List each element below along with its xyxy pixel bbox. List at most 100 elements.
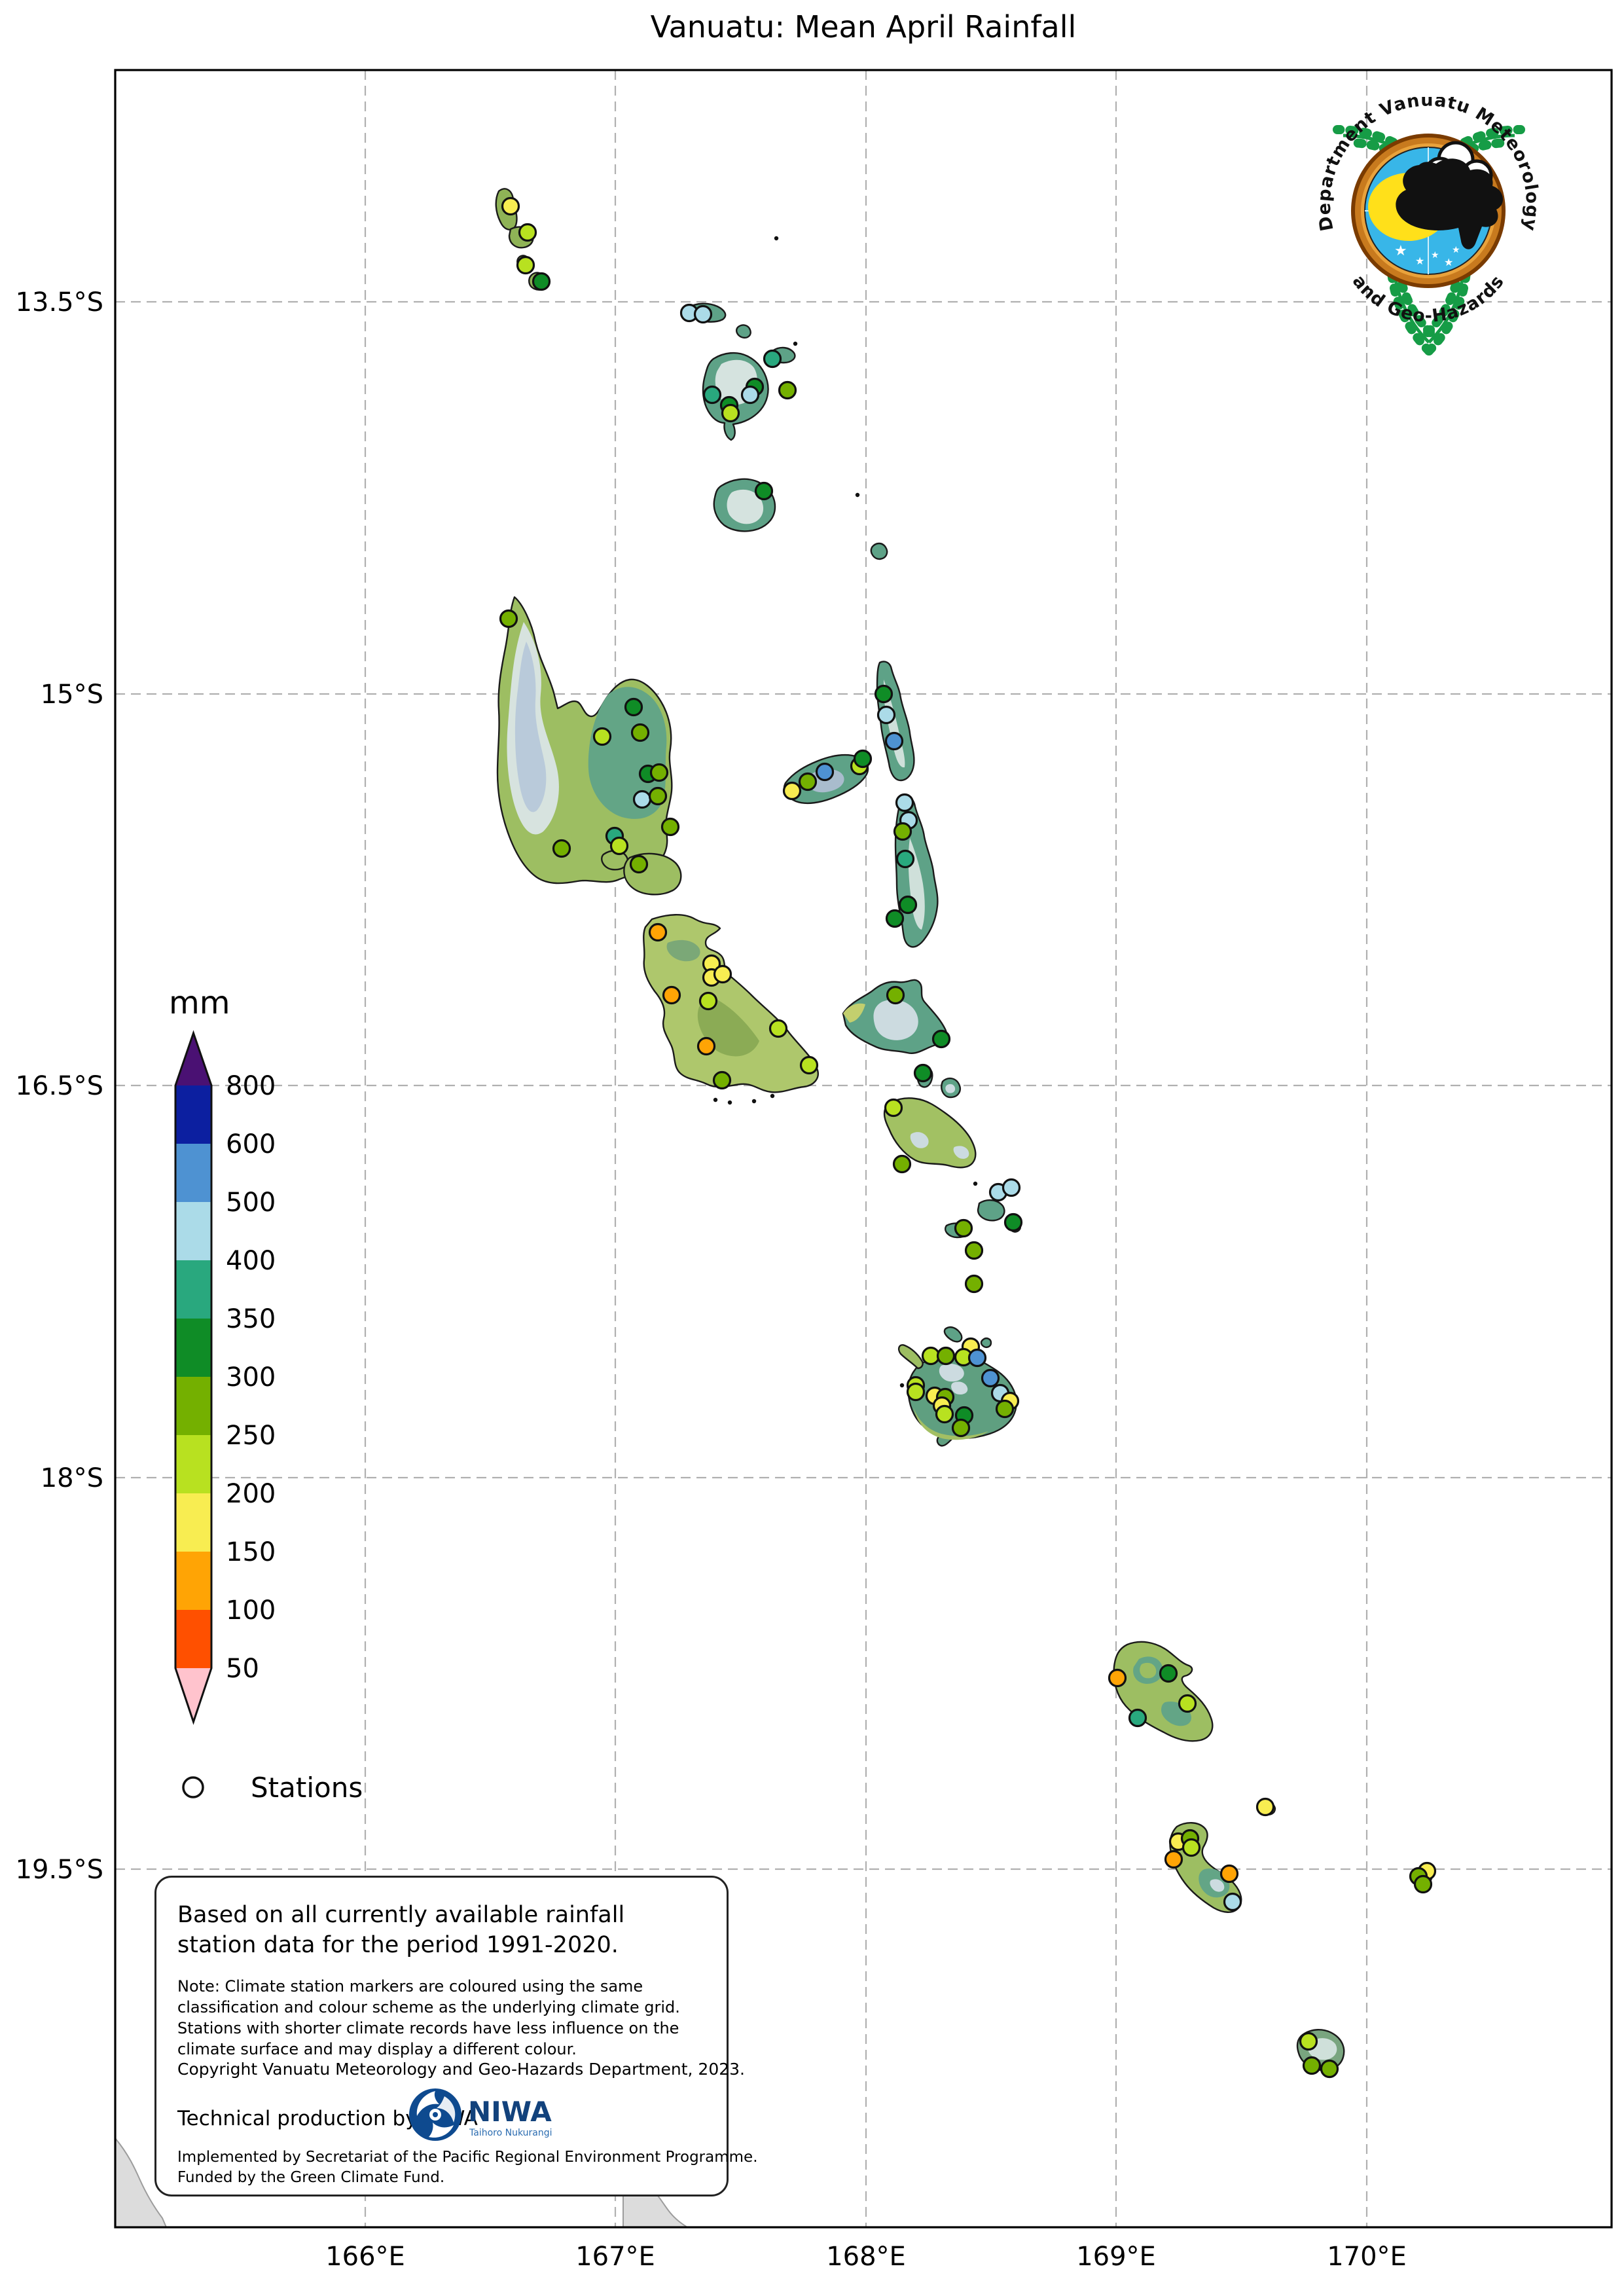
station-marker (874, 684, 893, 704)
legend-tick-label: 50 (226, 1654, 259, 1684)
niwa-tagline: Taihoro Nukurangi (469, 2128, 552, 2138)
station-marker (876, 705, 896, 725)
legend-cell (175, 1552, 211, 1610)
station-marker (884, 731, 904, 751)
station-marker (895, 849, 915, 869)
niwa-logo: NIWA Taihoro Nukurangi (405, 2082, 575, 2147)
terrain-detail (514, 642, 547, 812)
axis-label-latitude: 16.5°S (16, 1071, 103, 1101)
station-marker (712, 1070, 732, 1090)
legend-tick-label: 400 (226, 1246, 276, 1276)
station-marker (886, 985, 905, 1005)
islet-rock (793, 341, 798, 346)
axis-label-longitude: 169°E (1076, 2242, 1156, 2272)
legend-arrow-under (175, 1668, 211, 1722)
axis-label-latitude: 15°S (41, 680, 103, 710)
island-mere-lava (870, 542, 888, 560)
terrain-detail (953, 1146, 969, 1159)
station-marker (1108, 1668, 1127, 1688)
station-marker (893, 822, 912, 841)
station-marker (782, 781, 802, 801)
copyright-text: Copyright Vanuatu Meteorology and Geo-Ha… (177, 2060, 745, 2079)
island-tongoa (977, 1199, 1005, 1222)
station-marker (629, 854, 649, 874)
station-marker (693, 304, 713, 324)
station-marker (518, 223, 537, 242)
niwa-wordmark: NIWA (468, 2096, 552, 2128)
axis-label-longitude: 167°E (575, 2242, 655, 2272)
station-marker (662, 985, 681, 1005)
island-ureparapara (736, 324, 751, 338)
stars-icon: ★ ★ ★ ★ ★ (1394, 243, 1460, 268)
station-marker (763, 349, 782, 369)
island-efate-hook (897, 1344, 924, 1370)
terrain-detail (1140, 1662, 1157, 1679)
note-box: Based on all currently available rainfal… (154, 1876, 758, 2196)
station-marker (1128, 1708, 1147, 1728)
axis-label-latitude: 13.5°S (16, 287, 103, 318)
legend-cell (175, 1085, 211, 1144)
legend-tick-label: 300 (226, 1362, 276, 1393)
terrain-detail (588, 687, 667, 819)
station-marker (630, 723, 650, 742)
svg-text:★: ★ (1415, 255, 1424, 267)
station-marker (1159, 1664, 1178, 1683)
page-title: Vanuatu: Mean April Rainfall (650, 9, 1077, 45)
legend-title: mm (169, 985, 230, 1021)
station-marker (754, 481, 774, 501)
station-marker (713, 964, 732, 984)
station-marker (1320, 2059, 1339, 2079)
station-marker (499, 609, 518, 629)
station-marker (1413, 1874, 1433, 1894)
islet-rock (751, 1099, 757, 1104)
station-marker (552, 839, 571, 858)
station-marker (995, 1399, 1015, 1419)
station-marker (931, 1029, 951, 1049)
svg-text:★: ★ (1452, 245, 1460, 255)
station-marker (913, 1063, 933, 1083)
station-marker (1299, 2032, 1318, 2051)
islet-rock (770, 1093, 775, 1099)
station-marker (1164, 1850, 1183, 1869)
station-marker (1182, 1838, 1201, 1857)
island-nguna (943, 1326, 963, 1343)
station-marker (885, 909, 905, 928)
station-marker (624, 697, 643, 717)
svg-text:★: ★ (1431, 250, 1439, 261)
station-marker (592, 727, 612, 746)
legend-tick-label: 200 (226, 1479, 276, 1509)
stations-legend-label: Stations (251, 1772, 363, 1804)
stations-layer (499, 196, 1437, 2079)
storm-cloud-icon (1396, 158, 1504, 249)
island-erromango (1113, 1641, 1214, 1742)
legend-cell (175, 1377, 211, 1435)
station-marker (649, 763, 669, 782)
legend-outline (174, 1030, 213, 1725)
station-marker (532, 272, 551, 291)
station-marker (981, 1368, 1000, 1388)
station-marker (1223, 1892, 1242, 1912)
axis-label-longitude: 168°E (826, 2242, 906, 2272)
axis-label-latitude: 18°S (41, 1463, 103, 1493)
legend-tick-label: 150 (226, 1537, 276, 1567)
islet-rock (855, 492, 860, 498)
station-marker (721, 403, 740, 423)
axis-label-latitude: 19.5°S (16, 1855, 103, 1885)
terrain-detail (945, 1084, 956, 1093)
station-marker (964, 1274, 984, 1294)
axis-label-longitude: 170°E (1327, 2242, 1407, 2272)
svg-text:★: ★ (1444, 256, 1453, 268)
station-marker (951, 1418, 971, 1438)
terrain-detail (914, 1408, 988, 1440)
badge-icon: ★ ★ ★ ★ ★ (1351, 134, 1506, 288)
legend-cell (175, 1493, 211, 1552)
station-marker (853, 749, 873, 769)
axis-label-longitude: 166°E (325, 2242, 405, 2272)
terrain-detail (727, 489, 764, 524)
island-pele (980, 1338, 992, 1348)
station-marker (1003, 1212, 1023, 1232)
station-marker (768, 1019, 788, 1038)
station-marker (964, 1241, 984, 1260)
